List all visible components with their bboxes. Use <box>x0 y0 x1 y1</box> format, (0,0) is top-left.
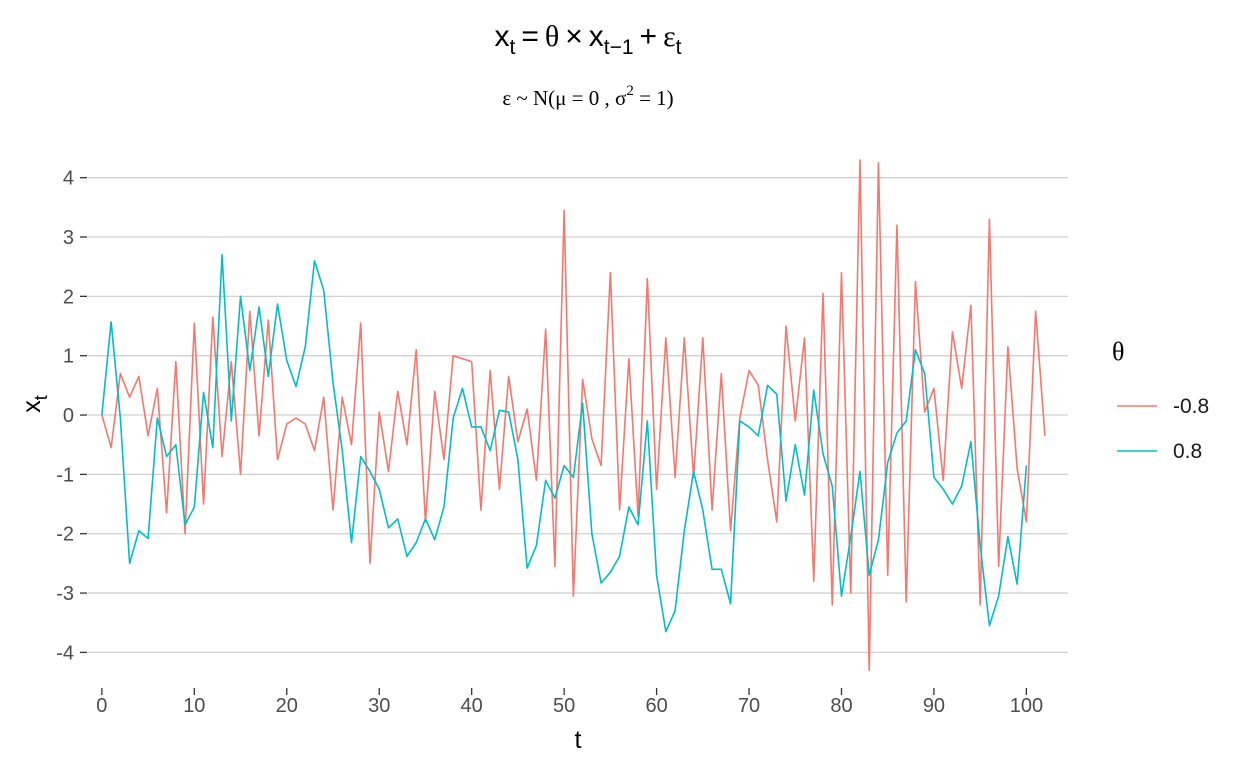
legend: θ -0.8 0.8 <box>1112 337 1209 463</box>
series-line-neg <box>101 159 1046 672</box>
y-axis-title-subscript: t <box>31 395 51 400</box>
title-theta: θ <box>545 20 559 53</box>
x-axis-ticks: 0 10 20 30 40 50 60 70 80 90 100 <box>96 688 1043 717</box>
y-tick-label: -2 <box>56 524 74 546</box>
title-epsilon-subscript: t <box>676 36 682 59</box>
x-tick-label: 0 <box>96 695 107 717</box>
y-tick-label: 4 <box>63 168 74 190</box>
series-lines <box>101 159 1046 672</box>
x-tick-label: 20 <box>276 695 298 717</box>
title-plus: + <box>640 20 658 53</box>
y-tick-label: -1 <box>56 464 74 486</box>
chart-subtitle: ε ~ N(μ = 0 , σ2 = 1) <box>502 83 673 110</box>
title-equals: = <box>521 20 539 53</box>
legend-title: θ <box>1112 337 1124 366</box>
subtitle-prefix: ε ~ N(μ = 0 , σ <box>502 86 626 110</box>
legend-label-pos: 0.8 <box>1173 440 1202 463</box>
legend-label-neg: -0.8 <box>1173 395 1209 418</box>
subtitle-suffix: = 1) <box>634 86 674 110</box>
y-axis-ticks: -4 -3 -2 -1 0 1 2 3 4 <box>56 168 87 664</box>
x-tick-label: 50 <box>553 695 575 717</box>
x-tick-label: 10 <box>183 695 205 717</box>
x-tick-label: 40 <box>461 695 483 717</box>
subtitle-superscript: 2 <box>626 83 634 99</box>
y-tick-label: 3 <box>63 227 74 249</box>
title-lag-subscript: t−1 <box>604 36 634 59</box>
title-epsilon: ε <box>663 20 676 53</box>
x-tick-label: 90 <box>923 695 945 717</box>
series-line-pos <box>101 254 1028 633</box>
title-times: × <box>565 20 583 53</box>
x-tick-label: 30 <box>368 695 390 717</box>
title-x: x <box>494 20 509 53</box>
y-tick-label: -4 <box>56 642 74 664</box>
x-axis-title: t <box>575 726 582 754</box>
x-tick-label: 80 <box>830 695 852 717</box>
x-tick-label: 70 <box>738 695 760 717</box>
y-tick-label: 1 <box>63 346 74 368</box>
y-tick-label: -3 <box>56 583 74 605</box>
y-axis-title-main: x <box>18 400 46 413</box>
title-x-subscript: t <box>509 36 515 59</box>
x-tick-label: 100 <box>1010 695 1043 717</box>
title-x-lag: x <box>589 20 604 53</box>
y-tick-label: 0 <box>63 405 74 427</box>
x-tick-label: 60 <box>645 695 667 717</box>
y-axis-title: xt <box>18 395 51 413</box>
y-tick-label: 2 <box>63 286 74 308</box>
chart-title: xt = θ × xt−1 + εt <box>494 20 681 59</box>
